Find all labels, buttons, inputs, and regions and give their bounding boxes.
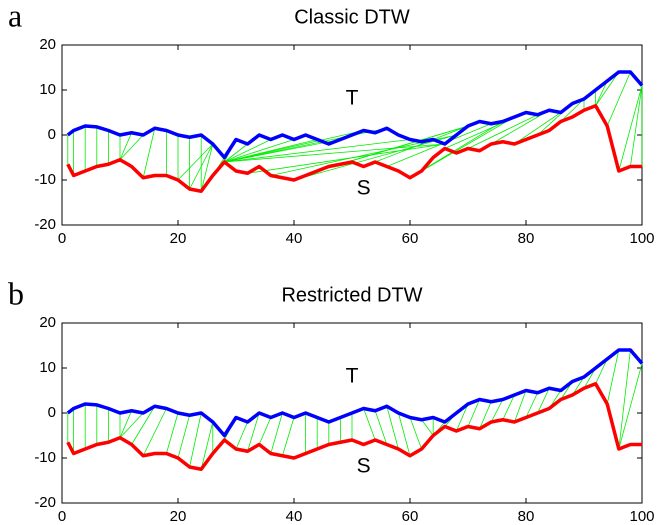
warping-line [224, 143, 445, 163]
warping-line [386, 123, 492, 167]
warping-line [618, 349, 631, 450]
warping-line [235, 421, 248, 450]
warping-line [282, 417, 295, 456]
warping-line [421, 419, 434, 436]
warping-line [560, 98, 585, 122]
warping-line [166, 412, 179, 454]
warping-line [467, 114, 538, 149]
warping-line [224, 139, 295, 163]
warping-line [258, 417, 272, 445]
warping-line [537, 388, 550, 414]
warping-line [224, 139, 411, 163]
annotation: S [357, 455, 371, 478]
x-tick-label: 80 [518, 230, 535, 247]
warping-line [189, 412, 202, 468]
warping-line [200, 421, 214, 470]
warping-line [595, 358, 608, 384]
warping-line [525, 392, 538, 418]
panel-label: a [8, 0, 22, 33]
warping-line [456, 403, 469, 432]
x-tick-label: 40 [286, 508, 303, 525]
warping-line [398, 412, 411, 456]
annotation: T [346, 365, 359, 388]
warping-line [467, 399, 480, 427]
warping-line [630, 85, 643, 167]
panel-label: b [8, 275, 24, 311]
warping-line [363, 408, 376, 441]
y-tick-label: -20 [34, 216, 56, 233]
x-tick-label: 60 [402, 508, 419, 525]
x-tick-label: 40 [286, 230, 303, 247]
x-tick-label: 60 [402, 230, 419, 247]
warping-line [189, 143, 214, 190]
y-tick-label: 10 [39, 81, 56, 98]
warping-line [606, 71, 631, 127]
warping-line [224, 143, 248, 163]
warping-line [177, 415, 190, 459]
x-tick-label: 0 [58, 508, 66, 525]
warping-line [421, 116, 515, 172]
chart-title: Classic DTW [294, 6, 410, 28]
warping-line [177, 143, 214, 181]
warping-line [119, 410, 132, 438]
warping-line [618, 363, 643, 450]
warping-line [514, 390, 527, 423]
x-tick-label: 0 [58, 230, 66, 247]
annotation: T [346, 87, 359, 110]
warping-line [374, 410, 388, 445]
warping-line [247, 143, 445, 174]
warping-line [119, 134, 144, 161]
warping-line [490, 399, 504, 423]
warping-line [119, 412, 144, 439]
warping-line [200, 143, 214, 192]
warping-line [340, 125, 469, 165]
warping-line [247, 412, 260, 452]
y-tick-label: 20 [39, 36, 56, 53]
warping-line [142, 408, 167, 456]
x-tick-label: 100 [629, 508, 654, 525]
y-tick-label: 20 [39, 314, 56, 331]
warping-line [270, 412, 283, 454]
warping-line [409, 417, 422, 450]
warping-line [131, 406, 156, 445]
warping-line [618, 85, 643, 172]
annotation: S [357, 177, 371, 200]
x-tick-label: 100 [629, 230, 654, 247]
series-line [66, 70, 644, 160]
y-tick-label: -10 [34, 171, 56, 188]
warping-line [606, 349, 620, 405]
x-tick-label: 20 [170, 508, 187, 525]
warping-line [363, 121, 480, 167]
x-tick-label: 20 [170, 230, 187, 247]
series-line [66, 382, 642, 471]
y-tick-label: -20 [34, 494, 56, 511]
warping-line [502, 394, 515, 420]
y-tick-label: 0 [48, 126, 56, 143]
y-tick-label: 10 [39, 359, 56, 376]
warping-line [119, 132, 132, 160]
warping-line [293, 134, 457, 181]
warping-line [224, 139, 271, 163]
warping-line [479, 401, 492, 429]
y-tick-label: 0 [48, 404, 56, 421]
warping-line [224, 130, 364, 163]
series-line [66, 104, 642, 193]
series-line [66, 348, 644, 438]
y-tick-label: -10 [34, 449, 56, 466]
warping-line [514, 112, 562, 145]
x-tick-label: 80 [518, 508, 535, 525]
warping-line [386, 406, 399, 450]
warping-line [595, 80, 608, 106]
chart-title: Restricted DTW [281, 284, 422, 306]
warping-line [595, 71, 620, 106]
warping-line [142, 128, 156, 178]
